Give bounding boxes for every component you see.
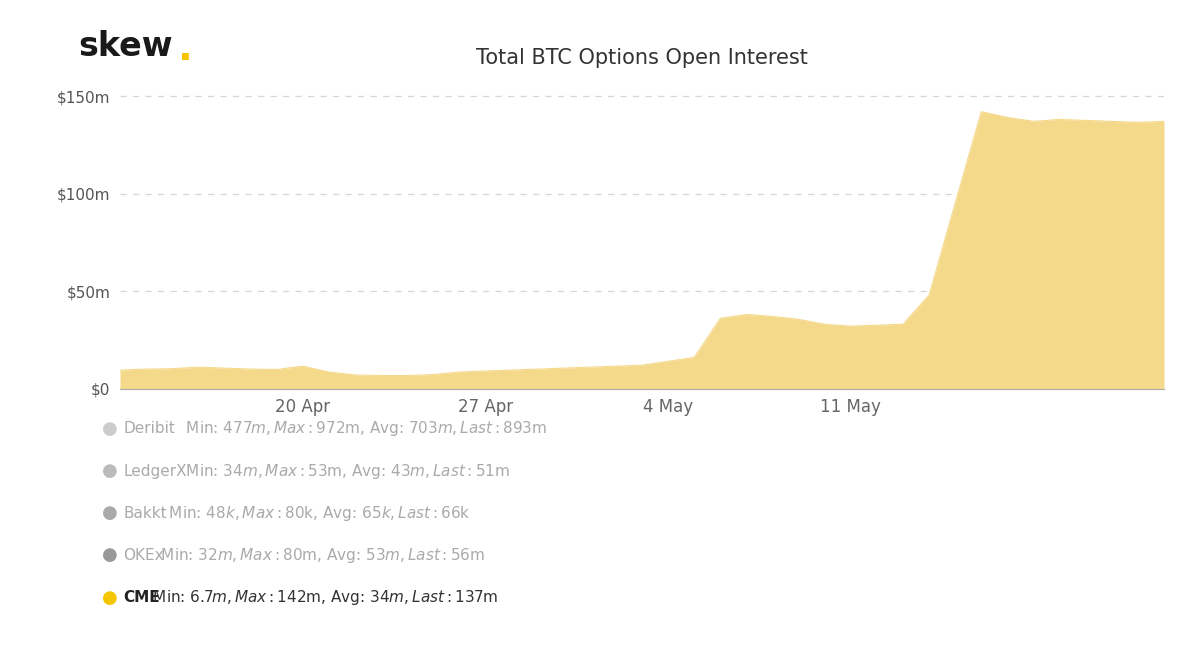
Text: .: . (178, 30, 192, 68)
Text: Deribit: Deribit (124, 421, 175, 436)
Text: Min: $48k, Max: $80k, Avg: $65k, Last: $66k: Min: $48k, Max: $80k, Avg: $65k, Last: $… (164, 504, 472, 523)
Text: skew: skew (78, 30, 173, 63)
Text: Min: $477m, Max: $972m, Avg: $703m, Last: $893m: Min: $477m, Max: $972m, Avg: $703m, Last… (181, 419, 547, 438)
Text: OKEx: OKEx (124, 548, 164, 563)
Text: ●: ● (102, 505, 118, 522)
Text: CME: CME (124, 590, 161, 605)
Text: ●: ● (102, 547, 118, 564)
Text: ●: ● (102, 420, 118, 438)
Text: Bakkt: Bakkt (124, 506, 167, 521)
Text: ●: ● (102, 589, 118, 606)
Title: Total BTC Options Open Interest: Total BTC Options Open Interest (476, 48, 808, 68)
Text: ●: ● (102, 462, 118, 480)
Text: Min: $6.7m, Max: $142m, Avg: $34m, Last: $137m: Min: $6.7m, Max: $142m, Avg: $34m, Last:… (148, 588, 498, 607)
Text: LedgerX: LedgerX (124, 464, 187, 478)
Text: Min: $34m, Max: $53m, Avg: $43m, Last: $51m: Min: $34m, Max: $53m, Avg: $43m, Last: $… (181, 462, 510, 480)
Text: Min: $32m, Max: $80m, Avg: $53m, Last: $56m: Min: $32m, Max: $80m, Avg: $53m, Last: $… (156, 546, 485, 565)
